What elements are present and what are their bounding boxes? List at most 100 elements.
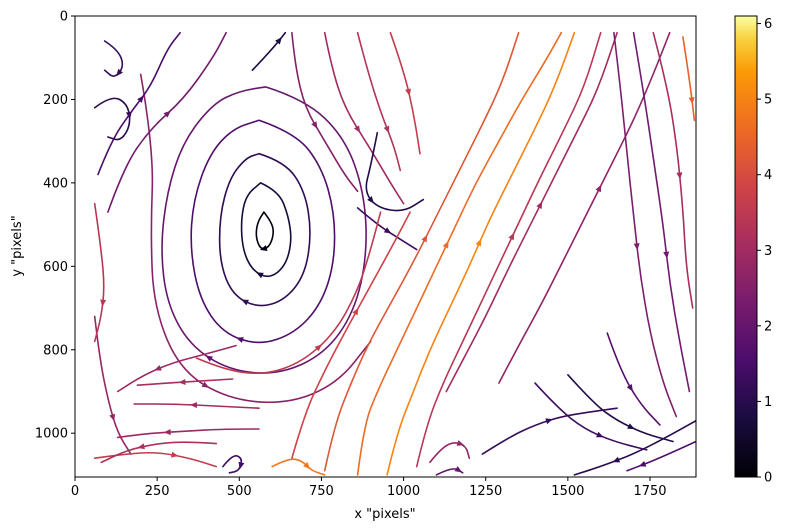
colorbar-tick-label: 0 xyxy=(764,471,772,486)
streamline-bottom-left-6 xyxy=(116,344,237,393)
streamline-arrow-vortex-loop-5 xyxy=(205,355,214,362)
streamline-arrow-mid-dark-2 xyxy=(383,227,392,234)
streamline-arrow-upper-mid-1 xyxy=(275,37,282,45)
x-tick-label: 1000 xyxy=(387,484,420,499)
streamline-arrow-upper-mid-3 xyxy=(353,125,361,133)
streamline-bottom-left-3 xyxy=(116,428,260,439)
plot-background xyxy=(75,16,696,477)
streamline-arrow-vortex-loop-3 xyxy=(241,299,249,306)
streamline-lower-mid-3 xyxy=(386,31,576,476)
streamline-bottom-curl-2 xyxy=(271,458,326,476)
streamline-arrow-upper-mid-2 xyxy=(311,121,318,129)
streamline-left-curl-1 xyxy=(103,40,124,77)
streamline-left-edge-1 xyxy=(93,315,132,455)
colorbar: 0 1 2 3 4 5 6 xyxy=(734,15,772,486)
streamline-arrow-bottom-curl-3 xyxy=(456,440,465,446)
streamline-arrow-upper-mid-5 xyxy=(405,88,411,96)
x-tick-label: 1750 xyxy=(633,484,666,499)
streamline-arrow-left-curl-1 xyxy=(116,68,123,77)
colorbar-tick-label: 1 xyxy=(764,395,772,410)
streamline-vortex-loop-5 xyxy=(161,86,367,374)
streamline-arrow-vortex-loop-4 xyxy=(236,337,244,343)
streamline-arrow-bottom-left-2 xyxy=(137,443,145,450)
streamline-arrow-right-lower-6 xyxy=(545,418,553,425)
y-tick-label: 0 xyxy=(60,10,68,25)
streamline-arrow-bottom-left-6 xyxy=(154,364,162,371)
streamline-arrow-lower-mid-3 xyxy=(475,238,482,247)
streamline-lower-mid-2 xyxy=(323,31,520,472)
streamline-arrow-bottom-left-1 xyxy=(171,451,179,458)
streamline-arrow-right-2 xyxy=(536,201,543,209)
streamline-arrow-upper-mid-4 xyxy=(383,125,390,134)
streamline-right-lower-4 xyxy=(567,374,674,443)
y-tick-label: 600 xyxy=(43,260,68,275)
streamline-arrow-left-edge-2 xyxy=(100,299,107,307)
y-tick-label: 200 xyxy=(43,93,68,108)
streamline-arrow-right-lower-2 xyxy=(638,460,647,467)
colorbar-ticks: 0 1 2 3 4 5 6 xyxy=(757,17,772,486)
y-axis-label: y "pixels" xyxy=(10,215,25,276)
x-tick-label: 1500 xyxy=(551,484,584,499)
streamline-bottom-left-2 xyxy=(100,441,218,464)
streamline-arrow-right-lower-3 xyxy=(596,431,604,438)
streamline-right-3 xyxy=(498,31,671,384)
streamline-vortex-loop-3 xyxy=(218,152,311,307)
streamlines xyxy=(93,31,696,476)
streamline-arrow-vortex-loop-2 xyxy=(256,272,264,279)
streamline-arrow-left-edge-1 xyxy=(109,413,116,422)
streamline-upper-mid-4 xyxy=(356,31,402,172)
streamline-arrow-right-6 xyxy=(676,172,683,180)
streamline-lower-mid-4 xyxy=(291,211,411,459)
streamline-arrow-right-lower-4 xyxy=(627,423,635,430)
streamline-vortex-loop-4 xyxy=(190,119,336,344)
streamline-vortex-loop-2 xyxy=(240,182,292,278)
streamline-left-edge-2 xyxy=(93,202,105,343)
streamline-arrow-right-7 xyxy=(688,97,695,105)
streamline-right-lower-1 xyxy=(573,419,696,476)
colorbar-tick-label: 2 xyxy=(764,319,772,334)
x-tick-label: 750 xyxy=(309,484,334,499)
streamline-arrow-lower-mid-4 xyxy=(352,307,359,316)
streamline-right-5 xyxy=(632,31,691,393)
streamline-arrow-upper-left-1 xyxy=(137,95,144,103)
streamline-arrow-mid-dark-1 xyxy=(367,196,374,204)
colorbar-tick-label: 5 xyxy=(764,93,772,108)
streamline-arrow-upper-left-2 xyxy=(163,110,171,118)
plot-frame xyxy=(74,15,697,478)
x-tick-label: 0 xyxy=(71,484,79,499)
streamline-bottom-curl-1 xyxy=(222,455,243,474)
streamline-arrow-right-lower-5 xyxy=(626,384,633,392)
streamline-arrow-right-3 xyxy=(595,184,602,193)
y-tick-label: 1000 xyxy=(35,427,68,442)
streamline-right-1 xyxy=(415,31,602,468)
x-tick-label: 250 xyxy=(145,484,170,499)
streamline-arrow-right-lower-1 xyxy=(612,456,621,463)
streamline-arrow-lower-vortex-arc xyxy=(314,344,322,352)
streamline-arrow-vortex-loop-1 xyxy=(259,245,268,252)
x-tick-label: 1250 xyxy=(469,484,502,499)
x-axis-label: x "pixels" xyxy=(354,507,415,522)
streamline-arrow-right-5 xyxy=(663,251,670,259)
streamline-arrow-bottom-left-3 xyxy=(163,429,171,436)
y-tick-label: 800 xyxy=(43,343,68,358)
streamline-arrow-vortex-loop-6 xyxy=(201,381,210,388)
streamline-arrow-bottom-curl-2 xyxy=(303,462,311,470)
colorbar-gradient xyxy=(734,15,758,478)
streamline-right-lower-3 xyxy=(534,382,648,451)
streamline-arrow-lower-mid-1 xyxy=(442,240,449,249)
colorbar-tick-label: 3 xyxy=(764,244,772,259)
streamline-arrow-bottom-left-5 xyxy=(178,378,186,385)
colorbar-tick-label: 6 xyxy=(764,17,772,32)
streamline-bottom-curl-3 xyxy=(429,442,471,464)
x-tick-label: 500 xyxy=(227,484,252,499)
streamline-vortex-loop-6 xyxy=(139,73,372,404)
y-tick-label: 400 xyxy=(43,176,68,191)
streamline-bottom-left-1 xyxy=(93,451,218,468)
y-axis: 0 200 400 600 800 1000 xyxy=(35,10,75,442)
x-axis: 0 250 500 750 1000 1250 1500 1750 xyxy=(71,477,667,499)
streamline-arrow-bottom-left-4 xyxy=(189,402,198,409)
colorbar-tick-label: 4 xyxy=(764,168,772,183)
streamline-arrow-lower-mid-2 xyxy=(421,234,428,243)
streamline-arrow-bottom-curl-4 xyxy=(454,466,463,473)
